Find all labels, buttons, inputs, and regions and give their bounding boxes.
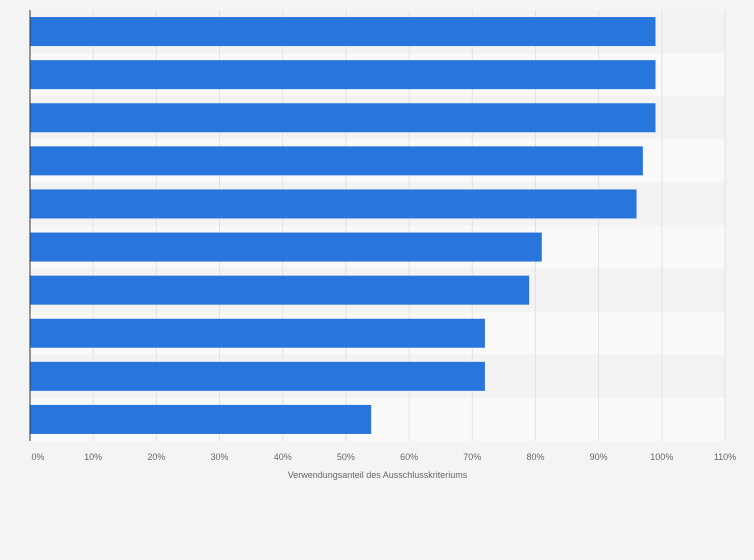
bar xyxy=(30,318,485,348)
bar xyxy=(30,146,643,176)
x-tick-label: 30% xyxy=(211,452,229,462)
x-tick-label: 110% xyxy=(714,452,736,462)
x-tick-label: 70% xyxy=(463,452,481,462)
bar xyxy=(30,60,656,90)
x-tick-label: 100% xyxy=(650,452,673,462)
x-tick-label: 50% xyxy=(337,452,355,462)
x-tick-label: 40% xyxy=(274,452,292,462)
bar xyxy=(30,103,656,133)
bar xyxy=(30,404,372,434)
bars xyxy=(30,17,656,434)
x-tick-label: 0% xyxy=(31,452,44,462)
bar xyxy=(30,275,530,305)
bar xyxy=(30,17,656,47)
bar xyxy=(30,232,542,262)
bar xyxy=(30,189,637,219)
x-tick-label: 90% xyxy=(590,452,608,462)
x-tick-label: 60% xyxy=(400,452,418,462)
x-tick-label: 80% xyxy=(526,452,544,462)
x-axis-title: Verwendungsanteil des Ausschlusskriteriu… xyxy=(288,470,468,480)
x-tick-label: 10% xyxy=(84,452,102,462)
x-tick-label: 20% xyxy=(147,452,165,462)
x-tick-labels: 0% 10% 20% 30% 40% 50% 60% 70% 80% 90% 100% 110% xyxy=(31,452,736,462)
bar xyxy=(30,361,485,391)
